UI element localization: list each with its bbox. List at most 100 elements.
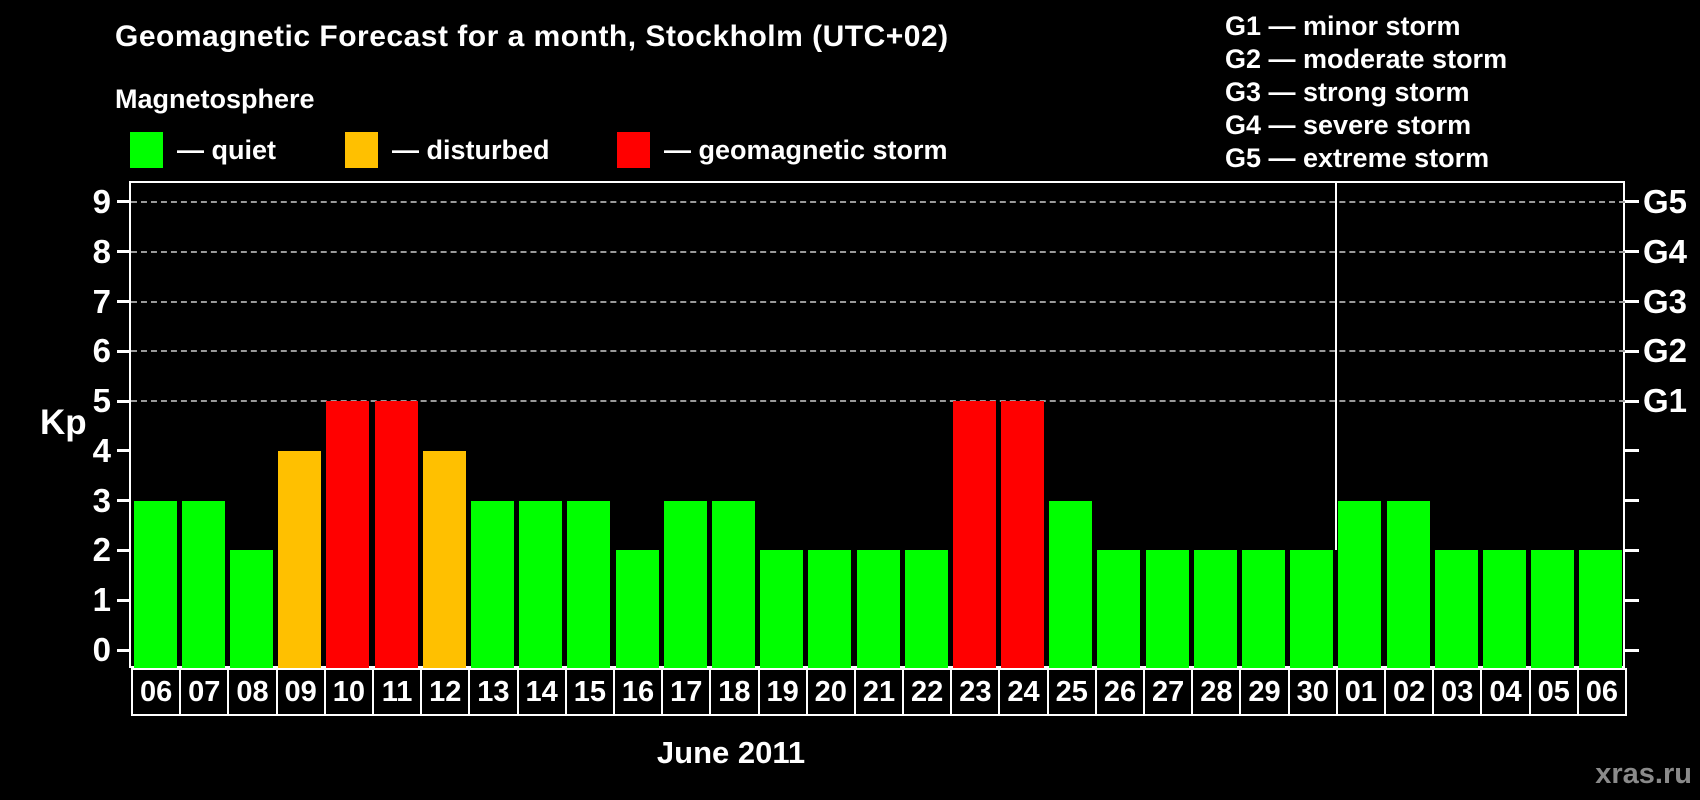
legend-item-label: — geomagnetic storm — [664, 134, 948, 165]
x-axis-title: June 2011 — [656, 735, 806, 770]
day-label-09: 09 — [275, 668, 326, 716]
legend-item-storm: — geomagnetic storm — [617, 131, 948, 169]
day-label-16: 16 — [612, 668, 664, 716]
storm-color-swatch — [617, 132, 650, 168]
y-tick-right-6 — [1625, 349, 1639, 353]
day-label-08: 08 — [227, 668, 278, 716]
y-tick-right-4 — [1625, 449, 1639, 453]
kp-bar-27 — [1145, 550, 1189, 668]
y-tick-label-4: 4 — [92, 431, 111, 469]
day-label-11: 11 — [371, 668, 423, 716]
day-label-04: 04 — [1480, 668, 1531, 716]
day-label-20: 20 — [805, 668, 856, 716]
day-label-13: 13 — [468, 668, 519, 716]
storm-scale-g2: G2 — moderate storm — [1225, 44, 1508, 74]
y-tick-right-3 — [1625, 499, 1639, 503]
day-label-18: 18 — [709, 668, 760, 716]
day-label-26: 26 — [1094, 668, 1146, 716]
g-tick-label-G2: G2 — [1643, 332, 1688, 370]
y-axis-title: Kp — [40, 403, 87, 442]
kp-bar-03 — [1434, 550, 1478, 668]
kp-bar-08 — [229, 550, 273, 668]
g-tick-label-G1: G1 — [1643, 382, 1688, 420]
gridline-kp8 — [131, 250, 1625, 253]
y-tick-left-5 — [117, 399, 131, 403]
kp-bar-19 — [760, 550, 804, 668]
day-label-19: 19 — [757, 668, 808, 716]
y-tick-label-1: 1 — [92, 581, 111, 619]
day-label-03: 03 — [1432, 668, 1483, 716]
day-label-28: 28 — [1191, 668, 1242, 716]
storm-scale-legend: G1 — minor storm G2 — moderate storm G3 … — [1225, 10, 1507, 175]
gridline-kp6 — [131, 350, 1625, 353]
kp-bar-28 — [1193, 550, 1237, 668]
kp-bar-10 — [326, 401, 370, 668]
y-tick-label-0: 0 — [92, 631, 111, 668]
y-tick-left-4 — [117, 449, 131, 453]
legend-item-disturbed: — disturbed — [345, 131, 550, 169]
y-tick-label-5: 5 — [92, 382, 111, 420]
y-tick-left-1 — [117, 598, 131, 602]
day-label-06: 06 — [131, 668, 182, 716]
g-tick-label-G4: G4 — [1643, 232, 1688, 270]
kp-bar-14 — [519, 500, 563, 668]
kp-bar-11 — [374, 401, 418, 668]
kp-bar-04 — [1483, 550, 1527, 668]
gridline-kp9 — [131, 200, 1625, 203]
day-label-25: 25 — [1046, 668, 1097, 716]
y-tick-right-2 — [1625, 548, 1639, 552]
gridline-kp7 — [131, 300, 1625, 303]
legend-item-label: — quiet — [177, 134, 276, 165]
day-label-02: 02 — [1384, 668, 1435, 716]
kp-bar-06 — [1579, 550, 1623, 668]
day-label-10: 10 — [323, 668, 374, 716]
legend-item-quiet: — quiet — [130, 131, 276, 169]
legend-item-label: — disturbed — [392, 134, 550, 165]
kp-bar-16 — [615, 550, 659, 668]
disturbed-color-swatch — [345, 132, 378, 168]
kp-bar-15 — [567, 500, 611, 668]
quiet-color-swatch — [130, 132, 163, 168]
day-label-15: 15 — [564, 668, 615, 716]
kp-bar-25 — [1049, 500, 1093, 668]
day-label-24: 24 — [998, 668, 1049, 716]
y-tick-left-9 — [117, 200, 131, 204]
kp-bar-29 — [1242, 550, 1286, 668]
y-tick-label-3: 3 — [92, 481, 111, 519]
y-tick-right-7 — [1625, 300, 1639, 304]
day-label-01: 01 — [1335, 668, 1387, 716]
kp-bar-05 — [1531, 550, 1575, 668]
g-tick-label-G5: G5 — [1643, 182, 1688, 220]
y-tick-label-7: 7 — [92, 282, 111, 320]
kp-bar-01 — [1338, 500, 1382, 668]
y-tick-label-8: 8 — [92, 232, 111, 270]
day-label-21: 21 — [853, 668, 905, 716]
kp-bar-12 — [422, 450, 466, 668]
kp-bar-02 — [1386, 500, 1430, 668]
y-tick-right-0 — [1625, 648, 1639, 652]
gridline-kp5 — [131, 400, 1625, 403]
kp-bar-21 — [856, 550, 900, 668]
y-tick-right-1 — [1625, 598, 1639, 602]
day-label-29: 29 — [1239, 668, 1290, 716]
kp-bar-09 — [278, 450, 322, 668]
watermark: xras.ru — [1595, 758, 1692, 790]
month-separator — [1334, 183, 1337, 551]
y-tick-left-7 — [117, 300, 131, 304]
kp-bar-20 — [808, 550, 852, 668]
kp-bar-17 — [663, 500, 707, 668]
day-label-30: 30 — [1287, 668, 1338, 716]
y-tick-left-2 — [117, 548, 131, 552]
y-tick-left-6 — [117, 349, 131, 353]
day-label-27: 27 — [1143, 668, 1194, 716]
day-label-22: 22 — [902, 668, 953, 716]
y-tick-left-0 — [117, 648, 131, 652]
kp-bar-06 — [133, 500, 177, 668]
kp-bar-07 — [181, 500, 225, 668]
storm-scale-g4: G4 — severe storm — [1225, 110, 1472, 140]
day-label-23: 23 — [950, 668, 1001, 716]
storm-scale-g3: G3 — strong storm — [1225, 77, 1470, 107]
y-tick-label-6: 6 — [92, 332, 111, 370]
y-tick-left-3 — [117, 499, 131, 503]
